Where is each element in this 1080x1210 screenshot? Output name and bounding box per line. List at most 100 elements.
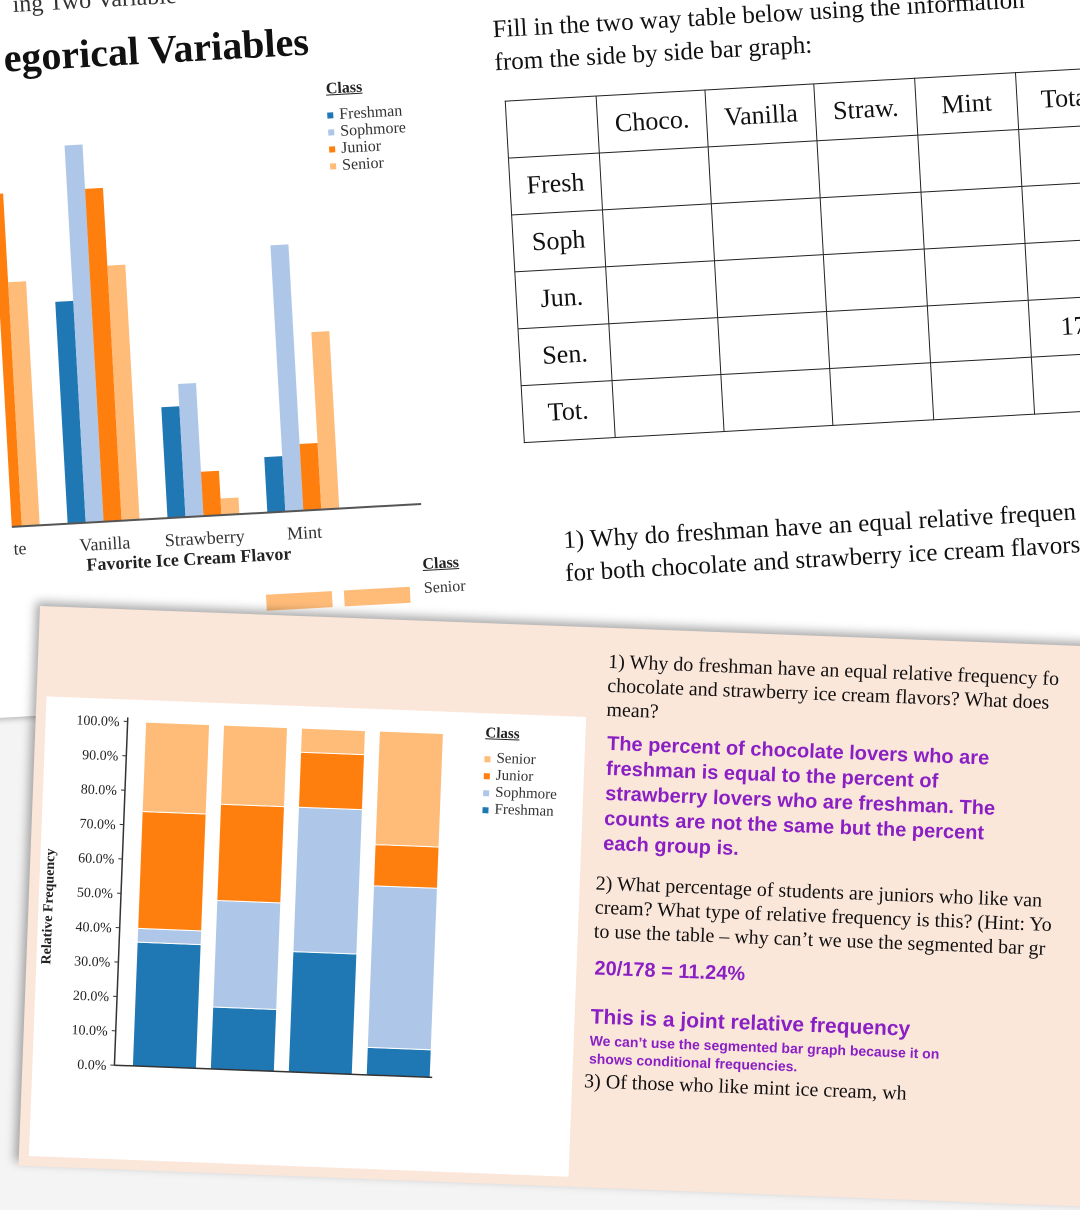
y-tick-label: 20.0% [73,989,110,1005]
table-cell[interactable] [505,96,599,158]
legend-swatch-icon [330,164,336,170]
stacked-segment-senior-strawberry [301,728,366,755]
legend-title: Class [485,725,559,745]
y-tick-label: 70.0% [79,817,116,833]
legend-swatch-icon [484,756,490,762]
table-cell[interactable] [1025,238,1080,301]
bar-senior-strawberry [220,498,239,516]
y-axis-title: Relative Frequency [39,848,58,964]
legend-label: Sophmore [495,785,557,803]
table-cell[interactable] [711,198,823,261]
answer-key-page: Relative Frequency 0.0% 10.0% 20.0% 30.0% 40… [19,606,1080,1210]
y-tick-label: 40.0% [75,920,112,936]
y-tick-label: 100.0% [76,713,120,730]
stacked-segment-senior-chocolate [142,722,209,814]
stacked-segment-junior-mint [374,845,440,889]
y-tick-label: 80.0% [81,783,118,799]
table-cell[interactable] [609,318,721,381]
table-cell[interactable] [599,147,711,210]
legend-item: Freshman [482,801,556,821]
table-cell[interactable] [606,261,718,324]
table-cell[interactable] [602,204,714,267]
document-heading: egorical Variables [2,18,310,82]
table-header-cell: Vanilla [705,84,817,147]
table-instructions: Fill in the two way table below using th… [492,0,1027,79]
hidden-chart-bar-top [266,591,333,611]
question-1: 1) Why do freshman have an equal relativ… [606,650,1060,739]
legend-label: Senior [496,751,536,768]
table-cell[interactable] [924,243,1028,306]
row-label: Fresh [508,153,602,215]
legend-swatch-icon [483,790,489,796]
legend-swatch-icon [482,807,488,813]
stacked-segment-sophmore-strawberry [293,807,362,954]
stacked-segment-senior-vanilla [221,725,288,807]
table-cell[interactable] [718,312,830,375]
y-axis-line [114,717,127,1065]
table-cell[interactable] [830,363,934,426]
y-tick-label: 60.0% [78,851,115,867]
legend-swatch-icon [329,147,335,153]
y-tick-label: 10.0% [71,1023,108,1039]
table-cell[interactable] [921,186,1025,249]
stacked-segment-junior-strawberry [298,752,364,809]
table-cell[interactable] [708,141,820,204]
two-way-table: Choco. Vanilla Straw. Mint Total Fresh S… [505,66,1080,443]
y-tick-label: 50.0% [77,886,114,902]
legend-title: Class [422,554,465,574]
stacked-segment-freshman-chocolate [132,942,201,1068]
table-header-cell: Mint [915,73,1019,136]
legend-swatch-icon [484,773,490,779]
row-label: Sen. [518,324,612,386]
table-cell[interactable] [827,306,931,369]
answer-2-value: 20/178 = 11.24% [594,958,745,987]
document-subtitle: ing Two Variable [12,0,177,19]
bar-junior-mint [300,443,322,511]
bar-freshman-mint [264,456,285,512]
table-cell[interactable] [612,375,724,438]
legend-label: Freshman [494,802,554,820]
legend-label: Senior [423,578,466,597]
y-tick-label: 30.0% [74,954,111,970]
table-cell[interactable] [1022,181,1080,244]
stacked-segment-freshman-vanilla [210,1007,276,1071]
legend-title: Class [325,76,404,98]
bar-sophmore-chocolate [0,516,4,528]
bar-junior-strawberry [201,471,221,516]
stacked-segment-sophmore-vanilla [213,900,281,1009]
table-cell[interactable] [820,192,924,255]
stacked-segment-sophmore-mint [367,886,437,1050]
stacked-segment-freshman-strawberry [288,952,357,1075]
y-tick-label: 0.0% [77,1058,107,1074]
table-cell[interactable] [927,300,1031,363]
stacked-chart-legend: Class Senior Junior Sophmore Freshman [482,725,559,821]
question-1-back: 1) Why do freshman have an equal relativ… [562,495,1080,590]
table-header-cell: Straw. [814,78,918,141]
legend-swatch-icon [327,113,333,119]
stacked-chart-panel: Relative Frequency 0.0% 10.0% 20.0% 30.0% 40… [29,696,586,1176]
table-cell[interactable] [918,130,1022,193]
table-cell[interactable] [714,255,826,318]
row-label: Jun. [515,267,609,329]
answer-1: The percent of chocolate lovers who are … [603,732,998,872]
table-cell[interactable]: 178 [1028,295,1080,358]
hidden-chart-bar-top [344,587,411,607]
table-cell[interactable] [721,368,833,431]
table-cell[interactable] [1031,352,1080,415]
table-cell[interactable] [931,357,1035,420]
row-label: Tot. [521,381,615,443]
question-2: 2) What percentage of students are junio… [593,872,1053,962]
table-header-cell: Choco. [596,90,708,153]
hidden-chart-legend: Class Senior [422,554,466,597]
table-header-cell: Total [1015,67,1080,130]
row-label: Soph [512,210,606,272]
legend-label: Junior [496,768,534,785]
legend-swatch-icon [328,130,334,136]
chart-legend: Class Freshman Sophmore Junior Senior [325,76,408,174]
table-cell[interactable] [823,249,927,312]
table-cell[interactable] [1019,124,1080,187]
legend-label: Senior [342,155,385,174]
table-cell[interactable] [817,135,921,198]
stacked-segment-senior-mint [375,731,443,847]
x-tick-label: colate [0,538,27,560]
